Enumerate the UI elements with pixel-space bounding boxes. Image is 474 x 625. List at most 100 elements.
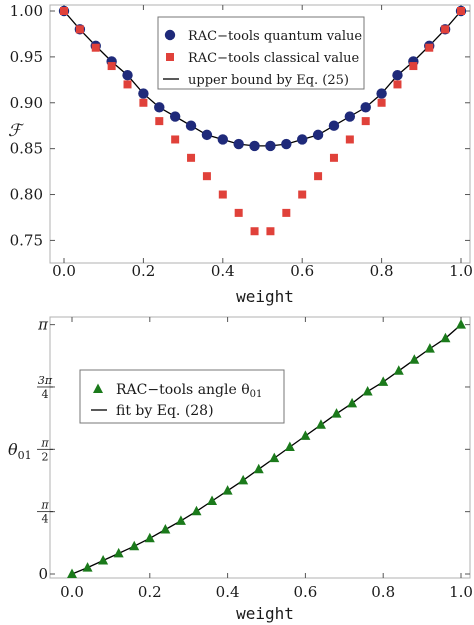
y-tick-label: 4 — [42, 513, 49, 526]
y-tick-label: 3π — [38, 374, 53, 387]
data-point-square — [345, 135, 354, 144]
data-point-circle — [154, 102, 165, 113]
data-point-square — [171, 135, 180, 144]
legend-swatch-triangle — [93, 383, 103, 393]
data-point-triangle — [222, 485, 233, 495]
data-point-triangle — [113, 547, 124, 558]
data-point-square — [107, 62, 116, 71]
y-tick-label: π — [40, 436, 49, 449]
data-point-triangle — [440, 332, 451, 343]
data-point-circle — [169, 111, 181, 122]
x-tick-label: 0.0 — [60, 583, 84, 601]
data-point-square — [457, 7, 465, 15]
x-tick-label: 0.2 — [131, 262, 155, 280]
data-point-triangle — [82, 562, 93, 572]
data-point-triangle — [424, 343, 435, 353]
data-point-circle — [138, 88, 149, 99]
data-point-triangle — [315, 419, 326, 429]
data-point-circle — [233, 138, 244, 150]
x-tick-label: 0.8 — [370, 262, 394, 280]
legend: RAC−tools quantum value RAC−tools classic… — [157, 16, 365, 90]
y-tick-label: 0.90 — [10, 94, 43, 112]
legend-label: RAC−tools classical value — [188, 51, 359, 66]
data-point-triangle — [160, 524, 171, 534]
data-point-triangle — [207, 495, 218, 505]
data-point-triangle — [347, 397, 358, 408]
data-point-triangle — [129, 540, 140, 551]
data-point-square — [425, 43, 434, 52]
plot-frame — [49, 316, 471, 579]
x-tick-label: 1.0 — [449, 262, 473, 280]
data-point-square — [314, 172, 323, 181]
y-tick-label: 1.00 — [10, 2, 43, 20]
data-point-square — [409, 62, 418, 71]
data-point-triangle — [191, 505, 202, 516]
data-point-triangle — [409, 354, 420, 364]
y-tick-label: 0 — [38, 565, 48, 583]
legend-swatch-square — [166, 53, 174, 61]
data-point-square — [234, 208, 243, 217]
data-point-triangle — [284, 441, 295, 451]
data-point-triangle — [393, 365, 404, 375]
series-layer — [58, 5, 467, 236]
y-tick-label: π — [37, 316, 49, 334]
legend: RAC−tools angle θ01 fit by Eq. (28) — [79, 369, 285, 424]
data-point-square — [377, 98, 386, 107]
data-point-circle — [344, 111, 356, 122]
data-point-circle — [281, 138, 292, 150]
data-point-square — [187, 153, 196, 162]
data-point-square — [250, 227, 259, 236]
x-tick-label: 1.0 — [449, 583, 473, 601]
data-point-triangle — [175, 515, 186, 525]
legend-box — [157, 16, 365, 90]
data-point-circle — [312, 129, 324, 141]
data-point-square — [298, 190, 307, 199]
legend-label: upper bound by Eq. (25) — [188, 73, 349, 88]
x-tick-label: 0.2 — [138, 583, 162, 601]
data-point-square — [155, 117, 164, 126]
y-axis-label: θ01 — [8, 440, 32, 462]
data-point-triangle — [98, 555, 109, 565]
data-point-triangle — [238, 474, 249, 485]
data-point-circle — [328, 120, 340, 131]
x-tick-label: 0.8 — [371, 583, 395, 601]
legend-swatch-circle — [164, 29, 176, 41]
x-tick-label: 0.4 — [211, 262, 235, 280]
y-axis-label: ℱ — [8, 121, 25, 141]
data-point-circle — [201, 129, 213, 141]
data-point-square — [123, 80, 132, 89]
plot-frame — [49, 4, 471, 264]
y-tick-label: π — [40, 499, 49, 512]
series-layer — [67, 319, 466, 578]
y-tick-label: 2 — [42, 450, 49, 463]
data-point-circle — [122, 70, 133, 81]
legend-box — [79, 369, 285, 424]
data-point-square — [91, 43, 100, 52]
data-point-square — [282, 208, 291, 217]
legend-label: RAC−tools angle θ01 — [116, 382, 262, 400]
x-ticks: 0.0 0.2 0.4 0.6 0.8 1.0 — [52, 5, 473, 280]
data-point-triangle — [378, 376, 389, 386]
x-axis-label: weight — [236, 604, 294, 623]
data-point-circle — [185, 120, 197, 131]
data-point-square — [329, 153, 338, 162]
x-tick-label: 0.4 — [216, 583, 240, 601]
x-tick-label: 0.0 — [52, 262, 76, 280]
data-point-circle — [249, 140, 260, 152]
data-point-triangle — [300, 430, 311, 440]
data-point-square — [202, 172, 211, 181]
data-point-triangle — [67, 568, 77, 578]
y-tick-label: 0.80 — [10, 186, 43, 204]
data-point-square — [218, 190, 227, 199]
data-point-circle — [265, 140, 276, 152]
data-point-square — [60, 7, 68, 15]
data-point-square — [75, 25, 84, 34]
data-point-square — [139, 98, 148, 107]
data-point-circle — [376, 88, 387, 99]
data-point-triangle — [456, 319, 466, 329]
y-tick-label: 0.85 — [10, 140, 43, 158]
y-tick-label: 4 — [42, 388, 49, 401]
